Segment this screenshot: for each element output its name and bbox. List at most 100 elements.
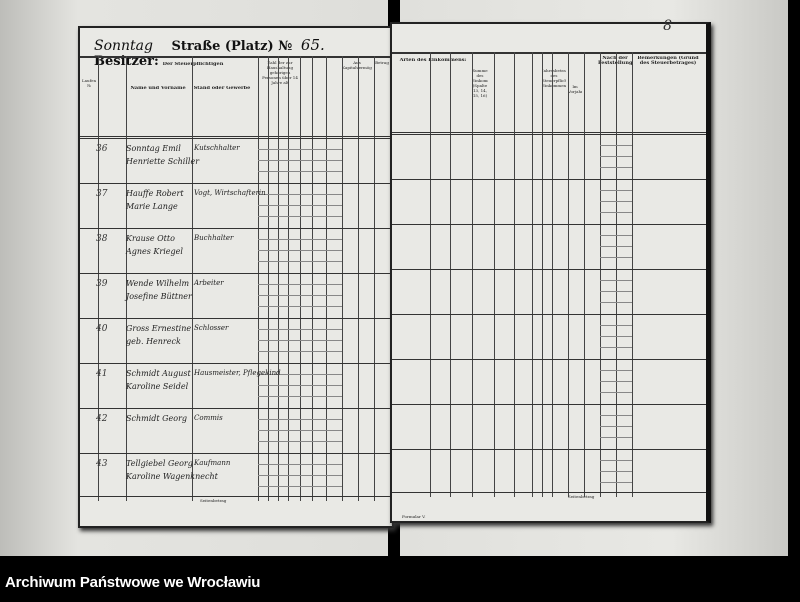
name-line-1: Wende Wilhelm <box>126 279 190 288</box>
grid-line <box>600 325 632 326</box>
row-divider <box>392 404 706 405</box>
row-number: 43 <box>96 459 108 469</box>
name-line-2: Josefine Büttner <box>126 292 192 301</box>
grid-line <box>258 340 342 341</box>
column-divider <box>326 56 327 501</box>
name-line-2: Marie Lange <box>126 202 178 211</box>
grid-line <box>258 329 342 330</box>
status-text: Arbeiter <box>194 279 224 287</box>
name-line-1: Schmidt August <box>126 369 191 378</box>
row-number: 40 <box>96 324 108 334</box>
status-text: Schlosser <box>194 324 229 332</box>
header-taxpayers: Der Steuerpflichtigen <box>162 62 224 67</box>
column-divider <box>542 52 543 497</box>
row-divider <box>392 269 706 270</box>
name-line-2: Karoline Seidel <box>126 382 189 391</box>
grid-line <box>258 396 342 397</box>
grid-line <box>600 212 632 213</box>
row-divider <box>80 138 392 139</box>
grid-line <box>600 190 632 191</box>
column-divider <box>430 52 431 497</box>
grid-line <box>600 381 632 382</box>
header-name: Name und Vorname <box>130 86 186 91</box>
grid-line <box>600 426 632 427</box>
column-divider <box>98 56 99 501</box>
page-number: 8 <box>663 18 672 34</box>
number-sign: № <box>278 39 293 54</box>
row-divider <box>80 408 392 409</box>
grid-line <box>258 419 342 420</box>
grid-line <box>258 295 342 296</box>
column-divider <box>514 52 515 497</box>
row-divider <box>80 183 392 184</box>
grid-line <box>600 347 632 348</box>
row-divider <box>392 449 706 450</box>
grid-line <box>258 475 342 476</box>
grid-line <box>258 441 342 442</box>
grid-line <box>600 302 632 303</box>
grid-line <box>258 385 342 386</box>
column-divider <box>584 52 585 497</box>
grid-line <box>600 370 632 371</box>
row-divider <box>80 318 392 319</box>
archive-caption: Archiwum Państwowe we Wrocławiu <box>5 574 261 591</box>
register-page-left: Sonntag Straße (Platz) № 65. Besitzer: L… <box>78 26 394 528</box>
grid-line <box>258 261 342 262</box>
header-amount: Betrag <box>375 60 389 65</box>
name-line-2: Karoline Wagenknecht <box>126 472 218 481</box>
grid-line <box>600 257 632 258</box>
column-divider <box>616 52 617 497</box>
name-line-2: Agnes Kriegel <box>126 247 183 256</box>
grid-line <box>258 351 342 352</box>
grid-line <box>258 284 342 285</box>
status-text: Kaufmann <box>194 459 231 467</box>
column-divider <box>278 56 279 501</box>
grid-line <box>600 291 632 292</box>
header-assessment: Nach der Feststellung <box>598 56 632 66</box>
grid-line <box>600 336 632 337</box>
column-divider <box>494 52 495 497</box>
grid-line <box>258 194 342 195</box>
header-income-types: Arten des Einkommens: <box>399 58 467 63</box>
grid-line <box>258 239 342 240</box>
grid-line <box>600 471 632 472</box>
column-divider <box>632 52 633 497</box>
grid-line <box>258 171 342 172</box>
grid-line <box>258 149 342 150</box>
footer-label: Seitenbetrag <box>200 498 227 503</box>
grid-line <box>600 437 632 438</box>
header-bottom-rule <box>392 132 706 133</box>
row-divider <box>392 134 706 135</box>
grid-line <box>600 482 632 483</box>
column-divider <box>552 52 553 497</box>
name-line-2: geb. Henreck <box>126 337 181 346</box>
name-line-2: Henriette Schiller <box>126 157 200 166</box>
row-number: 39 <box>96 279 108 289</box>
row-divider <box>392 224 706 225</box>
column-divider <box>126 56 127 501</box>
status-text: Vogt, Wirtschafterin <box>194 189 266 197</box>
column-divider <box>288 56 289 501</box>
name-line-1: Tellgiebel Georg <box>126 459 193 468</box>
grid-line <box>600 392 632 393</box>
status-text: Commis <box>194 414 223 422</box>
column-divider <box>312 56 313 501</box>
header-rule <box>80 56 392 58</box>
grid-line <box>600 167 632 168</box>
column-divider <box>268 56 269 501</box>
name-line-1: Sonntag Emil <box>126 144 181 153</box>
grid-line <box>258 250 342 251</box>
grid-line <box>258 306 342 307</box>
row-number: 38 <box>96 234 108 244</box>
grid-line <box>258 374 342 375</box>
row-number: 41 <box>96 369 108 379</box>
column-divider <box>472 52 473 497</box>
header-status: Stand oder Gewerbe <box>193 86 251 91</box>
grid-line <box>600 460 632 461</box>
name-line-1: Schmidt Georg <box>126 414 188 423</box>
column-divider <box>192 56 193 501</box>
form-note: Formular V. <box>402 514 426 519</box>
grid-line <box>258 160 342 161</box>
grid-line <box>600 156 632 157</box>
grid-line <box>600 235 632 236</box>
